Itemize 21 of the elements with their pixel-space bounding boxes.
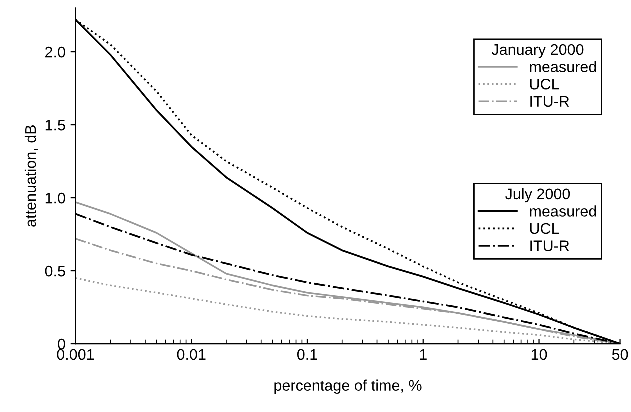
x-axis-title: percentage of time, % <box>274 380 422 394</box>
legend-label: ITU-R <box>530 96 570 108</box>
text: January 2000 <box>492 44 584 58</box>
y-tick-label: 1.5 <box>46 120 66 131</box>
y-axis-title: attenuation, dB <box>24 126 38 227</box>
x-tick-label: 1 <box>420 349 427 360</box>
x-tick-label: 50 <box>612 349 628 360</box>
legend-label: UCL <box>530 223 560 234</box>
y-tick-label: 0.5 <box>45 266 66 277</box>
x-tick-label: 10 <box>532 349 548 360</box>
x-tick-label: 0.01 <box>177 349 206 360</box>
legend-label: ITU-R <box>530 240 570 252</box>
legend-label: measured <box>530 206 596 217</box>
x-tick-label: 0.1 <box>297 349 318 360</box>
y-tick-label: 1.0 <box>46 192 66 204</box>
y-tick-label: 2.0 <box>46 46 66 58</box>
text: July 2000 <box>506 188 570 203</box>
y-tick-label: 0 <box>58 338 66 350</box>
legend-label: measured <box>530 61 596 72</box>
x-tick-label: 0.001 <box>57 349 94 360</box>
legend-label: UCL <box>530 78 560 90</box>
